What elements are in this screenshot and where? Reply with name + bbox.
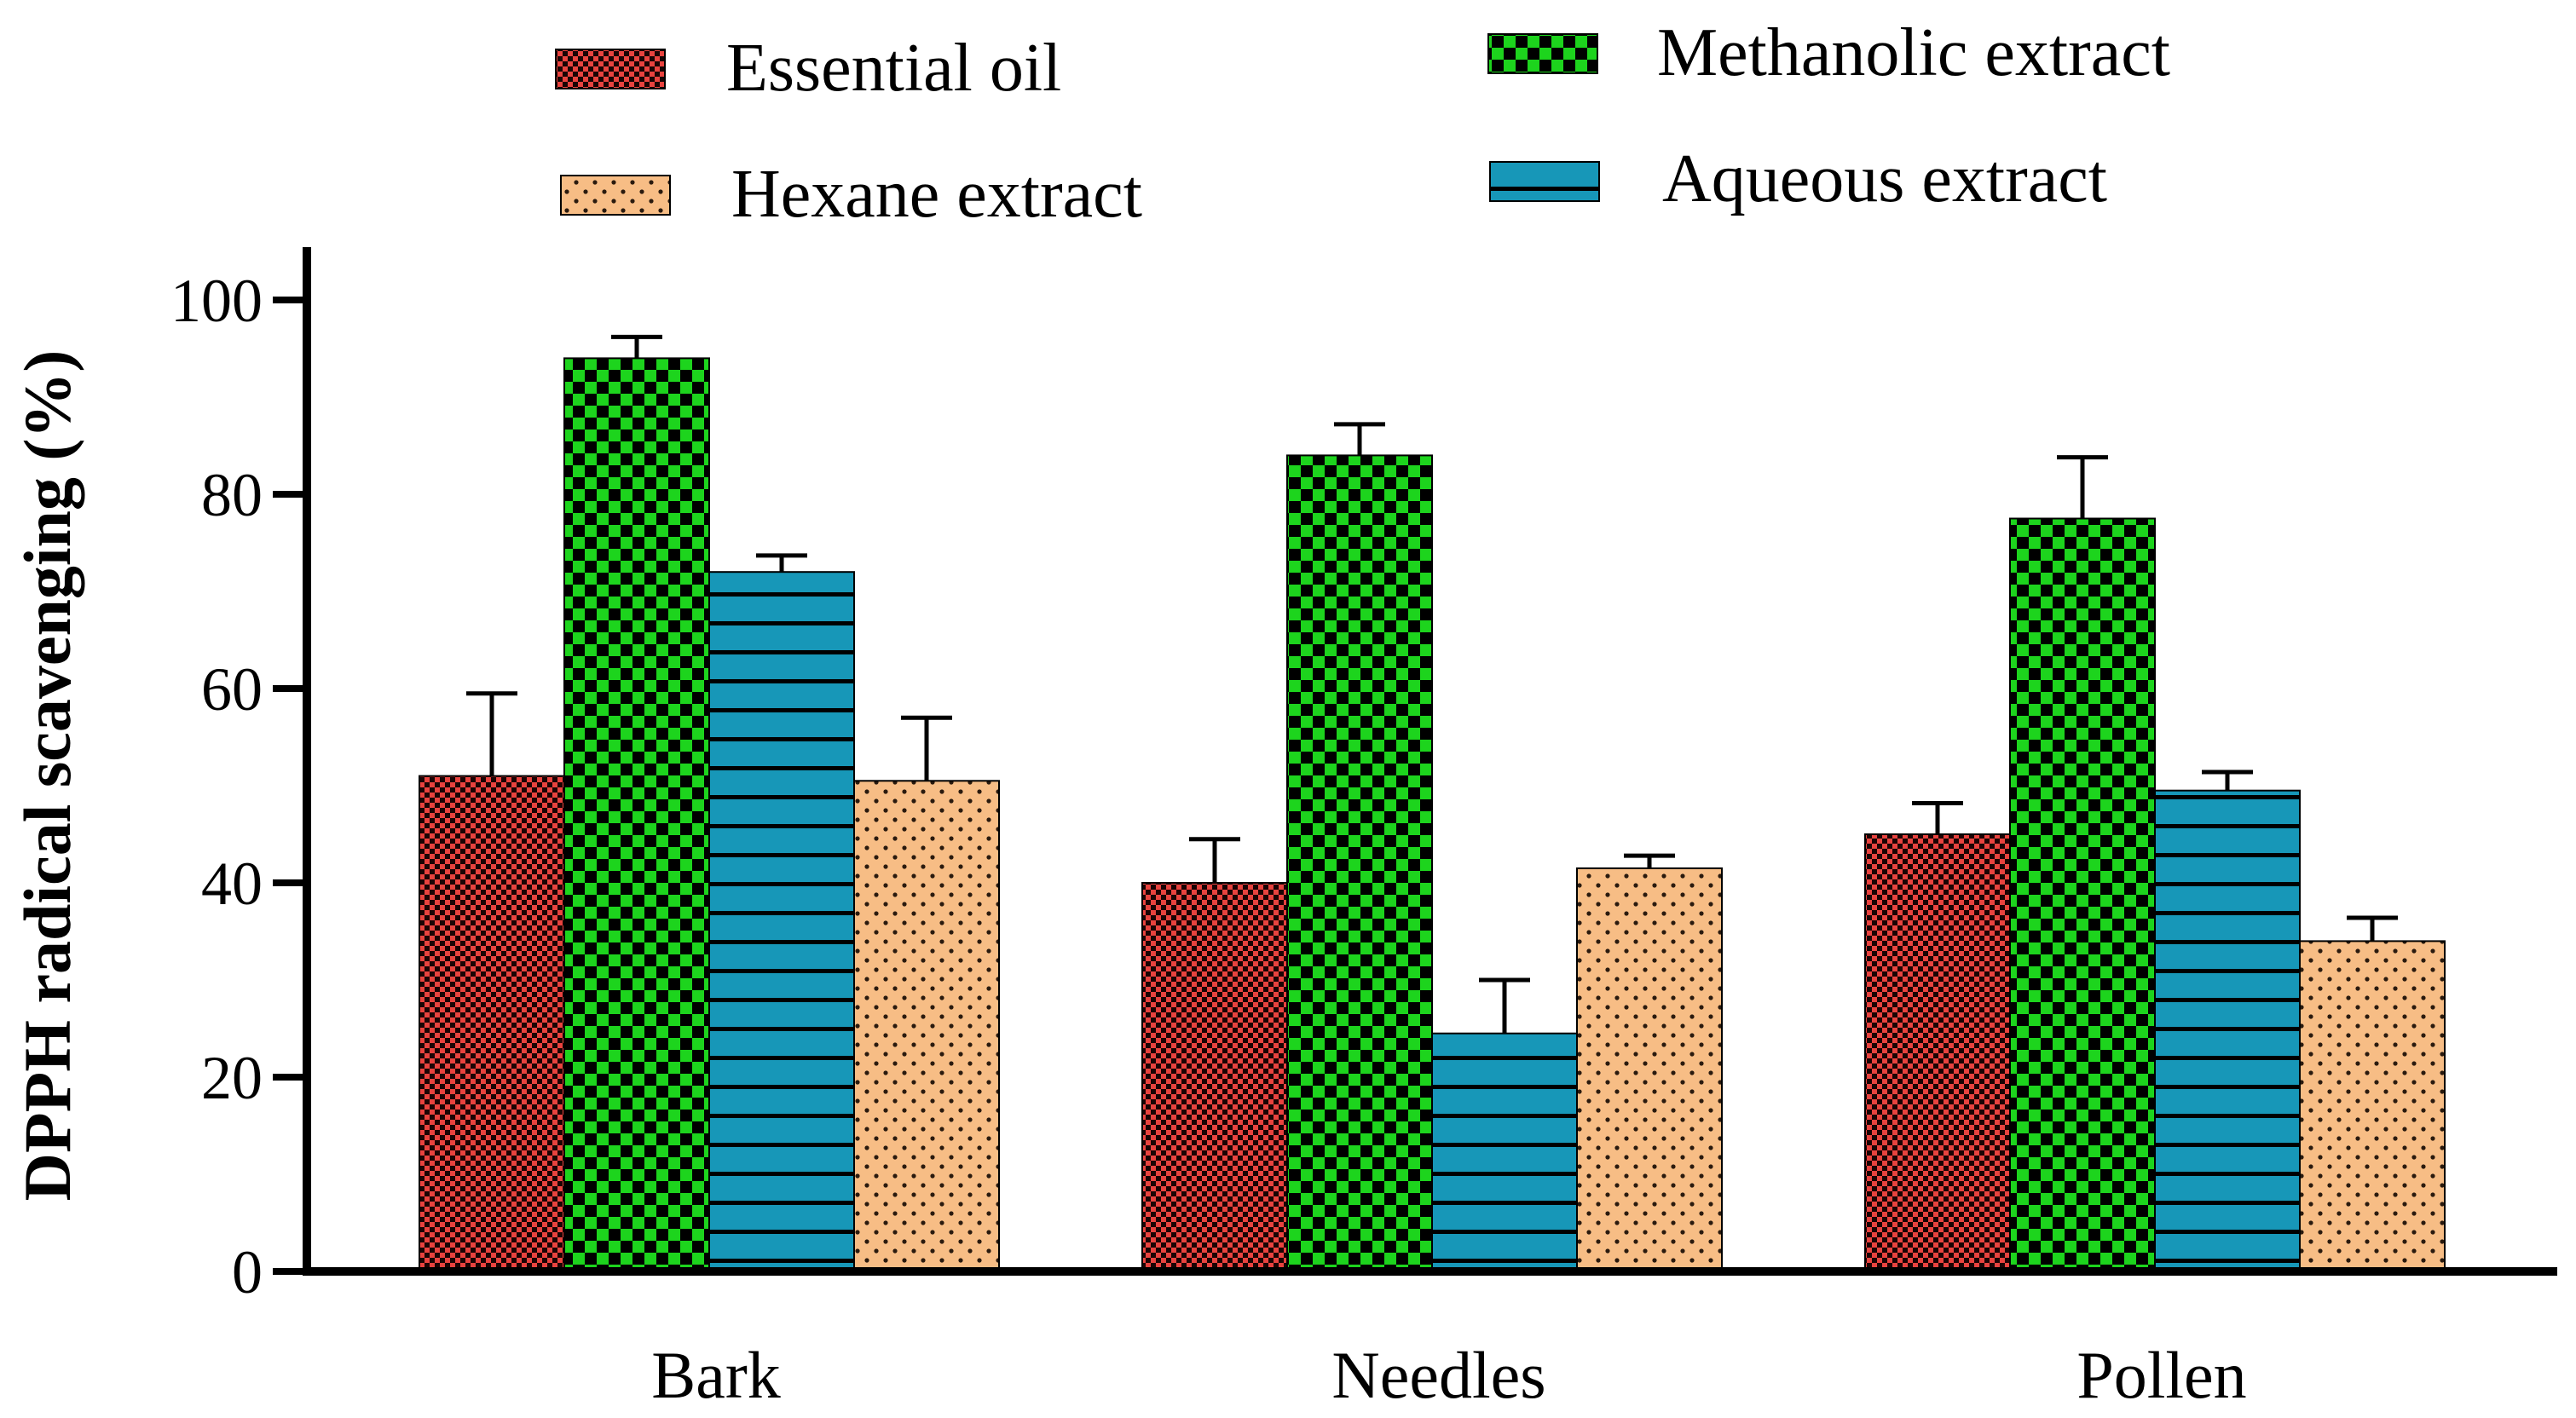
- bar-bark-methanolic-extract: [563, 357, 710, 1272]
- legend: Essential oil Methanolic extract Hexane ex…: [555, 15, 2170, 232]
- y-tick-label: 60: [201, 655, 263, 723]
- bar-bark-essential-oil: [419, 775, 565, 1272]
- bars: [419, 334, 2446, 1273]
- bar-needles-essential-oil: [1141, 882, 1288, 1272]
- legend-label: Essential oil: [726, 31, 1061, 106]
- x-category-label: Bark: [651, 1338, 781, 1412]
- y-tick-label: 100: [170, 267, 263, 335]
- bar-needles-hexane-extract: [1576, 867, 1723, 1273]
- x-category-label: Needles: [1331, 1338, 1545, 1412]
- y-tick-label: 80: [201, 461, 263, 529]
- bar-pollen-methanolic-extract: [2009, 517, 2156, 1272]
- bar-needles-aqueous-extract: [1431, 1032, 1578, 1272]
- legend-swatch: [1487, 33, 1598, 74]
- bar-pollen-hexane-extract: [2299, 940, 2446, 1273]
- y-tick-label: 20: [201, 1044, 263, 1112]
- bar-bark-hexane-extract: [853, 780, 1000, 1272]
- bar-pollen-essential-oil: [1864, 833, 2011, 1272]
- legend-swatch: [1489, 161, 1600, 202]
- y-tick-label: 0: [232, 1238, 263, 1306]
- legend-label: Methanolic extract: [1657, 15, 2170, 90]
- x-category-label: Pollen: [2076, 1338, 2246, 1412]
- y-tick-label: 40: [201, 850, 263, 918]
- bar-needles-methanolic-extract: [1286, 454, 1433, 1272]
- legend-label: Aqueous extract: [1662, 141, 2107, 216]
- legend-label: Hexane extract: [731, 157, 1142, 232]
- y-axis: 0 20 40 60 80 100: [170, 247, 311, 1306]
- bar-pollen-aqueous-extract: [2154, 789, 2301, 1272]
- y-axis-title: DPPH radical scavenging (%): [10, 350, 84, 1202]
- x-axis: Bark Needles Pollen: [303, 1267, 2557, 1412]
- bar-bark-aqueous-extract: [708, 571, 855, 1272]
- legend-swatch: [560, 175, 671, 216]
- legend-swatch: [555, 49, 666, 89]
